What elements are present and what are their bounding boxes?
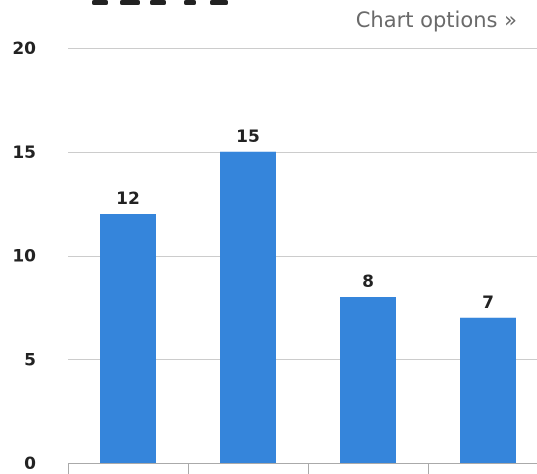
y-tick-label-20: 20 (12, 39, 36, 59)
data-label-3: 8 (362, 272, 374, 292)
bars (100, 151, 516, 463)
data-labels: 12 15 8 7 (116, 127, 494, 313)
bar-4 (460, 317, 516, 463)
y-tick-label-15: 15 (12, 143, 36, 163)
y-tick-label-5: 5 (24, 350, 36, 370)
data-label-2: 15 (236, 127, 260, 147)
bar-2 (220, 151, 276, 463)
bar-1 (100, 214, 156, 463)
chart-title-fragment (92, 0, 228, 5)
y-axis-tick-labels: 0 5 10 15 20 (12, 39, 36, 474)
bar-3 (340, 297, 396, 463)
y-tick-label-0: 0 (24, 454, 36, 474)
data-label-1: 12 (116, 189, 140, 209)
y-tick-label-10: 10 (12, 247, 36, 267)
data-label-4: 7 (482, 293, 494, 313)
chart-options-link[interactable]: Chart options » (355, 8, 517, 32)
x-axis (68, 463, 537, 474)
